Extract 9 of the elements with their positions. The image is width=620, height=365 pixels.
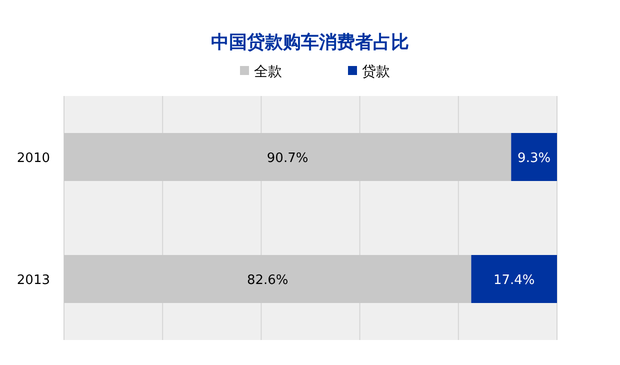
- legend-label: 贷款: [362, 64, 390, 80]
- chart-title: 中国贷款购车消费者占比: [211, 32, 409, 53]
- y-tick-label: 2013: [16, 273, 50, 288]
- y-tick-label: 2010: [16, 151, 50, 166]
- data-label: 82.6%: [246, 273, 288, 288]
- data-label: 17.4%: [493, 273, 535, 288]
- legend-label: 全款: [254, 64, 282, 80]
- data-label: 9.3%: [518, 151, 551, 166]
- data-label: 90.7%: [266, 151, 308, 166]
